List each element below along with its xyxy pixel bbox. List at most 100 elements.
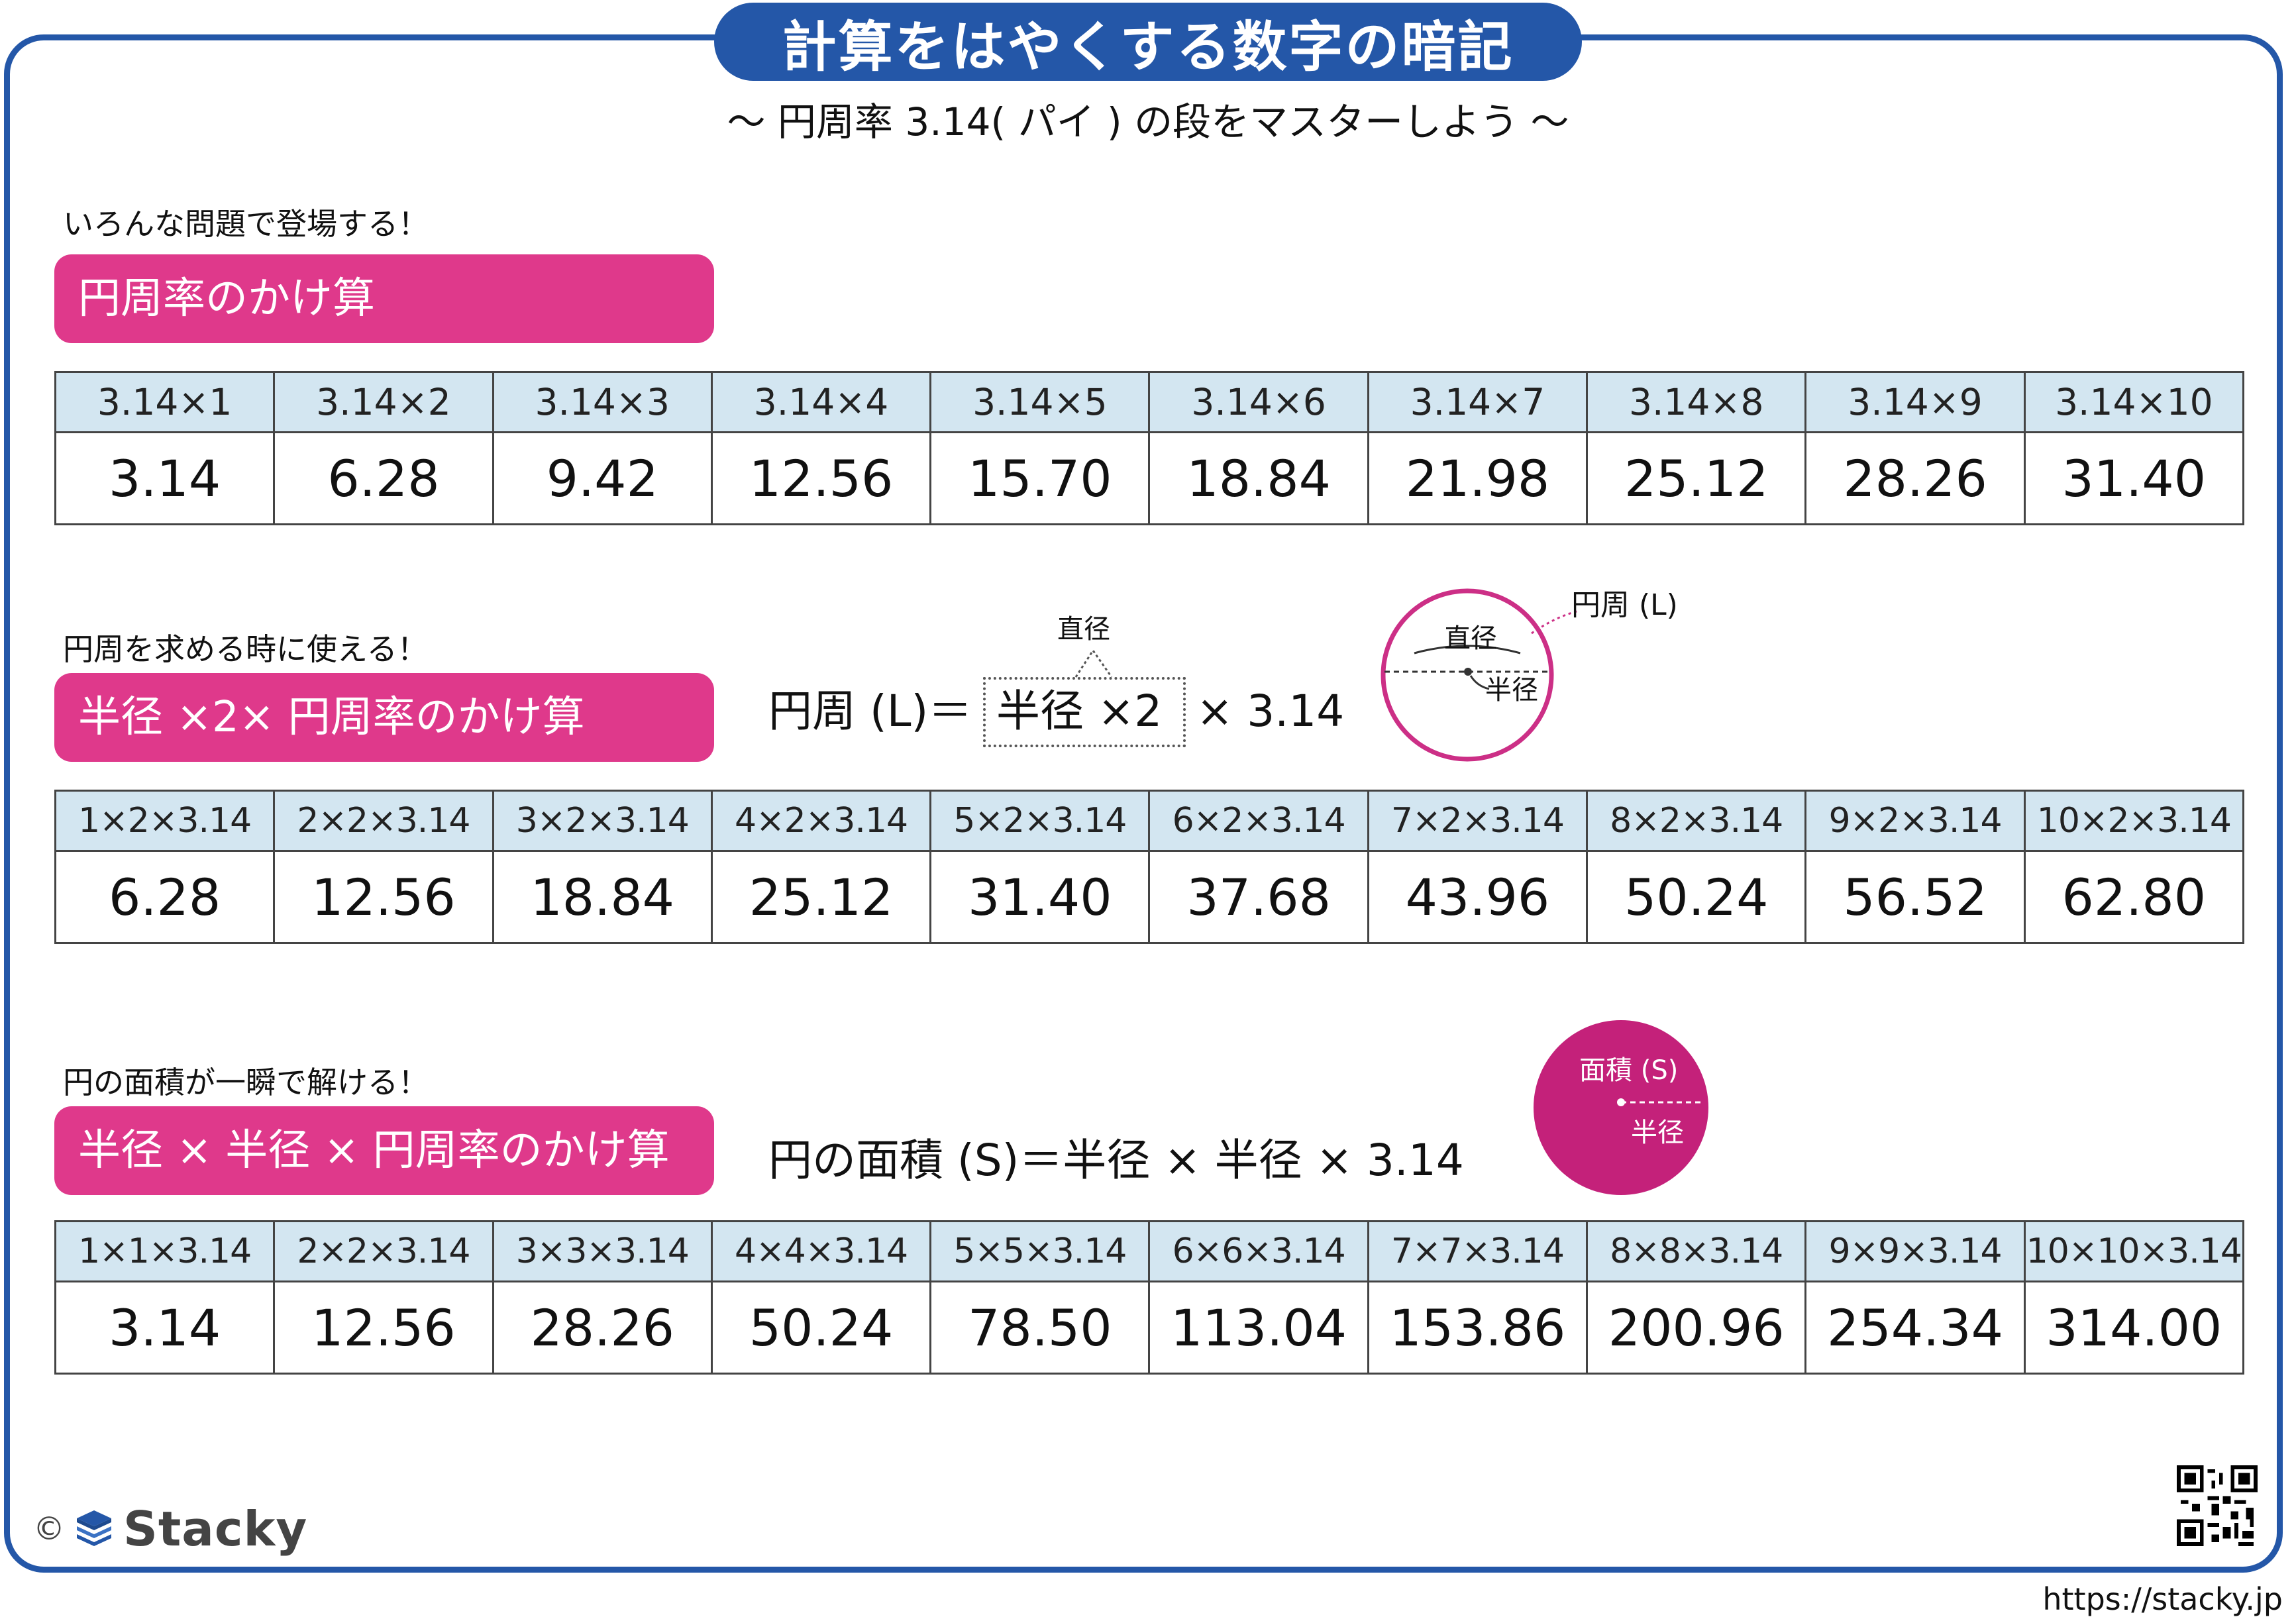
table-value-cell: 43.96 [1367, 850, 1589, 944]
table-header-cell: 3.14×4 [710, 371, 932, 433]
circle-outline [1381, 588, 1554, 762]
table-value-cell: 31.40 [2023, 431, 2245, 525]
table-header-cell: 3.14×2 [273, 371, 494, 433]
table-value-cell: 113.04 [1148, 1280, 1369, 1375]
table-value-cell: 21.98 [1367, 431, 1589, 525]
table-header-cell: 5×2×3.14 [929, 790, 1151, 852]
page-title: 計算をはやくする数字の暗記 [714, 3, 1582, 81]
table-header-cell: 3.14×8 [1586, 371, 1807, 433]
circumference-formula-prefix: 円周 (L)＝ [768, 686, 972, 737]
table-value-cell: 254.34 [1804, 1280, 2026, 1375]
table-value-cell: 3.14 [54, 1280, 276, 1375]
table-header-cell: 9×2×3.14 [1804, 790, 2026, 852]
circumference-diagram [1381, 588, 1554, 762]
copyright-mark: © [33, 1510, 65, 1547]
table-value-cell: 62.80 [2023, 850, 2245, 944]
radius-label: 半径 [1485, 675, 1538, 705]
callout-pointer [1074, 649, 1113, 678]
radius-times-two-box [983, 677, 1186, 747]
area-formula: 円の面積 (S)＝半径 × 半径 × 3.14 [768, 1135, 1464, 1186]
area-diagram [1534, 1020, 1708, 1195]
table-header-cell: 6×2×3.14 [1148, 790, 1369, 852]
diameter-arc [1414, 645, 1521, 654]
area-table: 1×1×3.14 2×2×3.14 3×3×3.14 4×4×3.14 5×5×3.14… [54, 1220, 2245, 1375]
area-radius-label: 半径 [1631, 1118, 1684, 1148]
table-value-cell: 18.84 [1148, 431, 1369, 525]
section1-heading: 円周率のかけ算 [54, 254, 714, 343]
circumference-formula-boxed: 半径 ×2 [996, 686, 1163, 737]
table-header-row: 1×2×3.14 2×2×3.14 3×2×3.14 4×2×3.14 5×2×3.14… [54, 790, 2245, 852]
section2-lead: 円周を求める時に使える！ [63, 631, 428, 667]
table-value-cell: 153.86 [1367, 1280, 1589, 1375]
center-point [1464, 668, 1472, 676]
table-value-row: 6.28 12.56 18.84 25.12 31.40 37.68 43.96 50.24 5… [54, 850, 2245, 944]
table-value-cell: 6.28 [273, 431, 494, 525]
table-header-cell: 3.14×3 [492, 371, 713, 433]
table-header-cell: 3.14×9 [1804, 371, 2026, 433]
table-header-cell: 3.14×7 [1367, 371, 1589, 433]
circumference-formula-suffix: × 3.14 [1196, 686, 1345, 737]
circumference-label: 円周 (L) [1571, 588, 1678, 622]
qr-code-icon [2177, 1465, 2258, 1546]
table-header-cell: 3.14×6 [1148, 371, 1369, 433]
circumference-leader [1531, 609, 1580, 635]
table-value-cell: 18.84 [492, 850, 713, 944]
table-value-cell: 78.50 [929, 1280, 1151, 1375]
table-value-cell: 50.24 [710, 1280, 932, 1375]
table-value-cell: 56.52 [1804, 850, 2026, 944]
section1-lead: いろんな問題で登場する！ [63, 206, 429, 242]
table-value-cell: 314.00 [2023, 1280, 2245, 1375]
section3-lead: 円の面積が一瞬で解ける！ [63, 1065, 429, 1100]
table-header-cell: 4×2×3.14 [710, 790, 932, 852]
table-header-cell: 3×3×3.14 [492, 1220, 713, 1282]
table-value-cell: 6.28 [54, 850, 276, 944]
table-value-cell: 9.42 [492, 431, 713, 525]
table-value-cell: 37.68 [1148, 850, 1369, 944]
table-value-cell: 25.12 [1586, 431, 1807, 525]
table-header-cell: 10×2×3.14 [2023, 790, 2245, 852]
table-header-cell: 1×1×3.14 [54, 1220, 276, 1282]
table-header-cell: 3.14×10 [2023, 371, 2245, 433]
table-header-cell: 2×2×3.14 [273, 790, 494, 852]
circumference-table: 1×2×3.14 2×2×3.14 3×2×3.14 4×2×3.14 5×2×3.14… [54, 790, 2245, 944]
brand-name: Stacky [123, 1501, 308, 1557]
table-header-cell: 6×6×3.14 [1148, 1220, 1369, 1282]
table-header-row: 3.14×1 3.14×2 3.14×3 3.14×4 3.14×5 3.14×6 3.14… [54, 371, 2245, 433]
page-subtitle: ～ 円周率 3.14( パイ ) の段をマスターしよう ～ [727, 99, 1569, 144]
filled-circle [1534, 1020, 1708, 1195]
table-header-cell: 9×9×3.14 [1804, 1220, 2026, 1282]
table-value-cell: 15.70 [929, 431, 1151, 525]
table-value-cell: 25.12 [710, 850, 932, 944]
site-url[interactable]: https://stacky.jp [2042, 1581, 2283, 1617]
table-value-row: 3.14 12.56 28.26 50.24 78.50 113.04 153.86 200.… [54, 1280, 2245, 1375]
section2-heading: 半径 ×2× 円周率のかけ算 [54, 673, 714, 762]
table-value-cell: 12.56 [273, 1280, 494, 1375]
table-value-cell: 12.56 [710, 431, 932, 525]
table-header-cell: 7×2×3.14 [1367, 790, 1589, 852]
table-header-cell: 5×5×3.14 [929, 1220, 1151, 1282]
section3-heading: 半径 × 半径 × 円周率のかけ算 [54, 1106, 714, 1195]
table-value-cell: 200.96 [1586, 1280, 1807, 1375]
table-value-cell: 3.14 [54, 431, 276, 525]
table-header-cell: 2×2×3.14 [273, 1220, 494, 1282]
stacked-books-icon [77, 1510, 111, 1546]
center-point [1617, 1098, 1625, 1106]
radius-arc [1469, 675, 1490, 690]
table-header-cell: 4×4×3.14 [710, 1220, 932, 1282]
table-header-row: 1×1×3.14 2×2×3.14 3×3×3.14 4×4×3.14 5×5×3.14… [54, 1220, 2245, 1282]
diameter-callout: 直径 [1057, 614, 1110, 645]
table-header-cell: 3×2×3.14 [492, 790, 713, 852]
pi-multiplication-table: 3.14×1 3.14×2 3.14×3 3.14×4 3.14×5 3.14×6 3.14… [54, 371, 2245, 525]
table-header-cell: 10×10×3.14 [2023, 1220, 2245, 1282]
table-header-cell: 7×7×3.14 [1367, 1220, 1589, 1282]
table-header-cell: 3.14×5 [929, 371, 1151, 433]
table-value-cell: 50.24 [1586, 850, 1807, 944]
stacky-logo[interactable]: © Stacky [33, 1501, 308, 1557]
area-label: 面積 (S) [1579, 1055, 1679, 1086]
table-value-cell: 12.56 [273, 850, 494, 944]
diameter-label: 直径 [1444, 623, 1497, 654]
table-header-cell: 3.14×1 [54, 371, 276, 433]
table-value-cell: 28.26 [492, 1280, 713, 1375]
table-header-cell: 1×2×3.14 [54, 790, 276, 852]
table-header-cell: 8×8×3.14 [1586, 1220, 1807, 1282]
